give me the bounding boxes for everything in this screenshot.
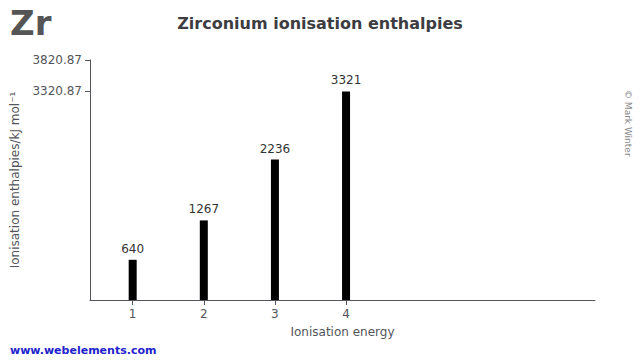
svg-text:© Mark Winter: © Mark Winter: [623, 90, 633, 157]
svg-text:3: 3: [271, 307, 279, 321]
svg-text:3320.87: 3320.87: [32, 84, 82, 98]
svg-text:2: 2: [200, 307, 208, 321]
svg-text:Zirconium ionisation enthalpie: Zirconium ionisation enthalpies: [177, 14, 463, 33]
svg-text:2236: 2236: [260, 142, 291, 156]
svg-text:3820.87: 3820.87: [32, 53, 82, 67]
svg-text:Zr: Zr: [10, 3, 52, 43]
svg-text:3321: 3321: [331, 73, 362, 87]
svg-text:1: 1: [129, 307, 137, 321]
svg-text:1267: 1267: [189, 202, 220, 216]
svg-text:Ionisation enthalpies/kJ mol⁻¹: Ionisation enthalpies/kJ mol⁻¹: [8, 91, 22, 268]
svg-text:www.webelements.com: www.webelements.com: [10, 344, 156, 357]
svg-text:Ionisation energy: Ionisation energy: [290, 325, 394, 339]
svg-text:4: 4: [342, 307, 350, 321]
svg-text:640: 640: [121, 242, 144, 256]
